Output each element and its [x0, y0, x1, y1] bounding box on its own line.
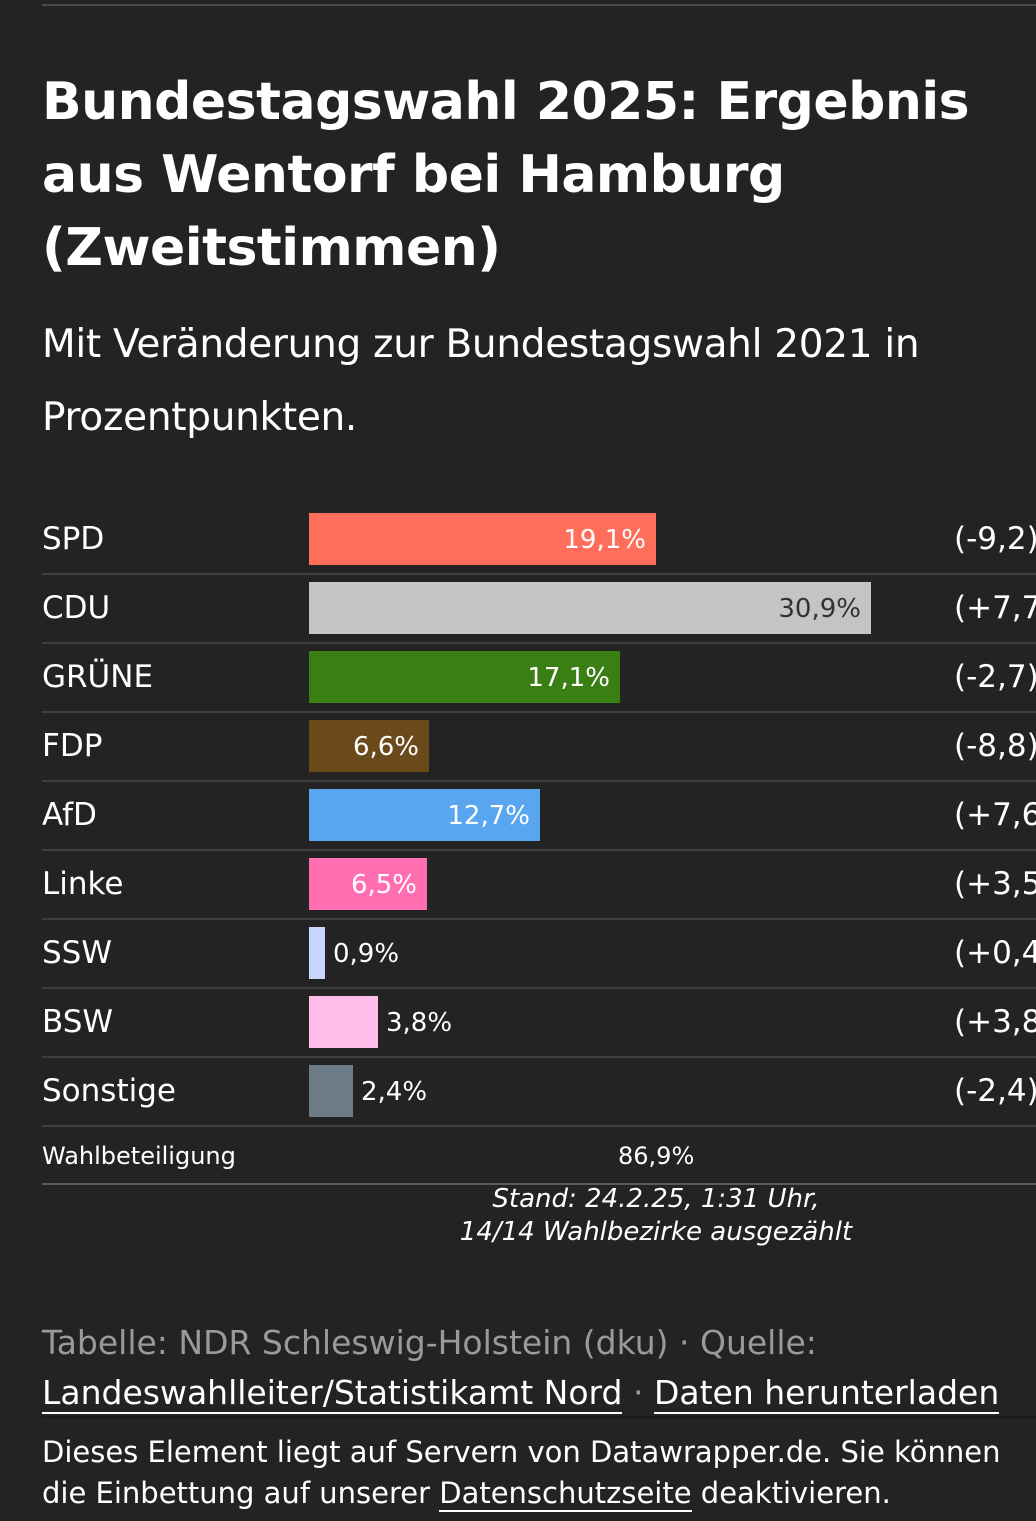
source-prefix: Tabelle: NDR Schleswig-Holstein (dku) · … — [42, 1323, 817, 1362]
status-note: Stand: 24.2.25, 1:31 Uhr, 14/14 Wahlbezi… — [400, 1183, 912, 1249]
status-date: Stand: 24.2.25, 1:31 Uhr, — [492, 1184, 820, 1214]
status-districts: 14/14 Wahlbezirke ausgezählt — [459, 1217, 853, 1247]
party-label: Sonstige — [42, 1073, 176, 1109]
chart-title: Bundestagswahl 2025: Ergebnis aus Wentor… — [42, 72, 970, 278]
bar — [309, 651, 620, 703]
source-link[interactable]: Landeswahlleiter/Statistikamt Nord — [42, 1373, 623, 1414]
bar — [309, 720, 429, 772]
change-label: (+7,6) — [954, 797, 1036, 833]
bar-value-label: 6,5% — [350, 870, 417, 900]
bar — [309, 858, 427, 910]
bar — [309, 1065, 353, 1117]
notice-divider — [42, 1416, 1036, 1418]
bar-row: CDU 30,9% (+7,7) — [42, 575, 1036, 644]
party-label: SSW — [42, 935, 113, 971]
change-label: (+3,5) — [954, 866, 1036, 902]
party-label: BSW — [42, 1004, 114, 1040]
source-line: Tabelle: NDR Schleswig-Holstein (dku) · … — [42, 1318, 1002, 1418]
bar-row: FDP 6,6% (-8,8) — [42, 713, 1036, 782]
turnout-value: 86,9% — [618, 1142, 695, 1170]
bar — [309, 513, 656, 565]
privacy-notice: Dieses Element liegt auf Servern von Dat… — [42, 1432, 1022, 1514]
change-label: (+7,7) — [954, 590, 1036, 626]
party-label: AfD — [42, 797, 97, 833]
bar-value-label: 6,6% — [352, 732, 419, 762]
bar-row: GRÜNE 17,1% (-2,7) — [42, 644, 1036, 713]
change-label: (-8,8) — [954, 728, 1036, 764]
party-label: SPD — [42, 521, 105, 557]
source-separator: · — [622, 1373, 654, 1412]
change-label: (-9,2) — [954, 521, 1036, 557]
party-label: CDU — [42, 590, 111, 626]
bar-value-label: 12,7% — [447, 801, 530, 831]
bar-chart: SPD 19,1% (-9,2) CDU 30,9% (+7,7) GRÜNE 17,1% (-… — [42, 506, 1036, 1185]
turnout-row: Wahlbeteiligung 86,9% — [42, 1127, 1036, 1185]
bar-value-label: 30,9% — [778, 594, 861, 624]
change-label: (+0,4) — [954, 935, 1036, 971]
bar-rows: SPD 19,1% (-9,2) CDU 30,9% (+7,7) GRÜNE 17,1% (-… — [42, 506, 1036, 1127]
download-data-link[interactable]: Daten herunterladen — [653, 1373, 1000, 1414]
bar — [309, 927, 325, 979]
bar-row: SSW 0,9% (+0,4) — [42, 920, 1036, 989]
party-label: Linke — [42, 866, 124, 902]
bar-row: Sonstige 2,4% (-2,4) — [42, 1058, 1036, 1127]
bar-value-label: 0,9% — [333, 939, 400, 969]
bar-row: Linke 6,5% (+3,5) — [42, 851, 1036, 920]
bar — [309, 996, 378, 1048]
bar-value-label: 17,1% — [527, 663, 610, 693]
party-label: GRÜNE — [42, 659, 154, 695]
change-label: (+3,8) — [954, 1004, 1036, 1040]
chart-subtitle: Mit Veränderung zur Bundestagswahl 2021 … — [42, 322, 920, 440]
privacy-link[interactable]: Datenschutzseite — [439, 1476, 692, 1512]
bar-value-label: 3,8% — [386, 1008, 453, 1038]
change-label: (-2,4) — [954, 1073, 1036, 1109]
top-divider — [42, 4, 1036, 6]
bar-row: BSW 3,8% (+3,8) — [42, 989, 1036, 1058]
bar — [309, 789, 540, 841]
bar-value-label: 2,4% — [361, 1077, 428, 1107]
notice-text: Dieses Element liegt auf Servern von Dat… — [42, 1435, 1001, 1510]
bar-value-label: 19,1% — [563, 525, 646, 555]
party-label: FDP — [42, 728, 103, 764]
bar-row: SPD 19,1% (-9,2) — [42, 506, 1036, 575]
notice-text-end: deaktivieren. — [691, 1476, 891, 1510]
bar — [309, 582, 871, 634]
bar-row: AfD 12,7% (+7,6) — [42, 782, 1036, 851]
turnout-label: Wahlbeteiligung — [42, 1142, 236, 1170]
change-label: (-2,7) — [954, 659, 1036, 695]
